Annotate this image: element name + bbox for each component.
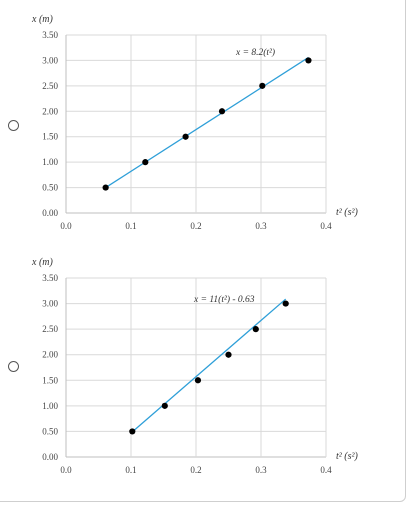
y-tick-label: 2.00 bbox=[42, 106, 58, 116]
x-tick-label: 0.1 bbox=[125, 221, 136, 231]
y-tick-label: 3.00 bbox=[42, 55, 58, 65]
y-tick-label: 0.50 bbox=[42, 426, 58, 436]
y-axis-label: x (m) bbox=[31, 257, 53, 268]
data-point bbox=[161, 402, 168, 409]
answer-card bbox=[0, 0, 406, 502]
x-tick-label: 0.4 bbox=[320, 465, 332, 475]
y-tick-label: 2.50 bbox=[42, 81, 58, 91]
data-point bbox=[225, 351, 232, 358]
y-tick-label: 2.00 bbox=[42, 350, 58, 360]
data-point bbox=[259, 82, 266, 89]
y-tick-label: 0.50 bbox=[42, 183, 58, 193]
option-2-radio[interactable] bbox=[8, 361, 19, 372]
x-axis-label: t² (s²) bbox=[336, 207, 358, 218]
trendline bbox=[105, 56, 309, 189]
trendline-equation: x = 8.2(t²) bbox=[235, 47, 275, 58]
y-tick-label: 3.00 bbox=[42, 299, 58, 309]
trendline-equation: x = 11(t²) - 0.63 bbox=[193, 294, 255, 305]
data-point bbox=[282, 300, 289, 307]
x-tick-label: 0.2 bbox=[190, 221, 201, 231]
trendline bbox=[131, 298, 287, 433]
y-tick-label: 0.00 bbox=[42, 208, 58, 218]
x-axis-label: t² (s²) bbox=[336, 451, 358, 462]
y-tick-label: 3.50 bbox=[42, 30, 58, 40]
data-point bbox=[142, 159, 149, 166]
option-1-chart: 0.00 0.50 1.00 1.50 2.00 2.50 3.00 3.50 0.0 0.1 0.… bbox=[31, 14, 358, 231]
y-tick-label: 0.00 bbox=[42, 452, 58, 462]
option-1-radio[interactable] bbox=[8, 120, 19, 131]
x-tick-label: 0.1 bbox=[125, 465, 136, 475]
y-tick-label: 1.00 bbox=[42, 401, 58, 411]
x-tick-label: 0.3 bbox=[255, 465, 267, 475]
x-tick-label: 0.4 bbox=[320, 221, 332, 231]
data-point bbox=[305, 57, 312, 64]
x-tick-label: 0.2 bbox=[190, 465, 201, 475]
y-tick-label: 2.50 bbox=[42, 324, 58, 334]
y-tick-label: 3.50 bbox=[42, 273, 58, 283]
y-tick-label: 1.50 bbox=[42, 132, 58, 142]
y-axis-label: x (m) bbox=[31, 14, 53, 25]
y-tick-label: 1.50 bbox=[42, 375, 58, 385]
data-point bbox=[129, 428, 136, 435]
data-point bbox=[252, 326, 259, 333]
data-point bbox=[194, 377, 202, 384]
data-point bbox=[102, 184, 109, 191]
x-tick-label: 0.0 bbox=[60, 221, 72, 231]
data-point bbox=[218, 108, 226, 115]
data-point bbox=[182, 133, 189, 140]
x-tick-label: 0.0 bbox=[60, 465, 72, 475]
y-tick-label: 1.00 bbox=[42, 157, 58, 167]
x-tick-label: 0.3 bbox=[255, 221, 267, 231]
